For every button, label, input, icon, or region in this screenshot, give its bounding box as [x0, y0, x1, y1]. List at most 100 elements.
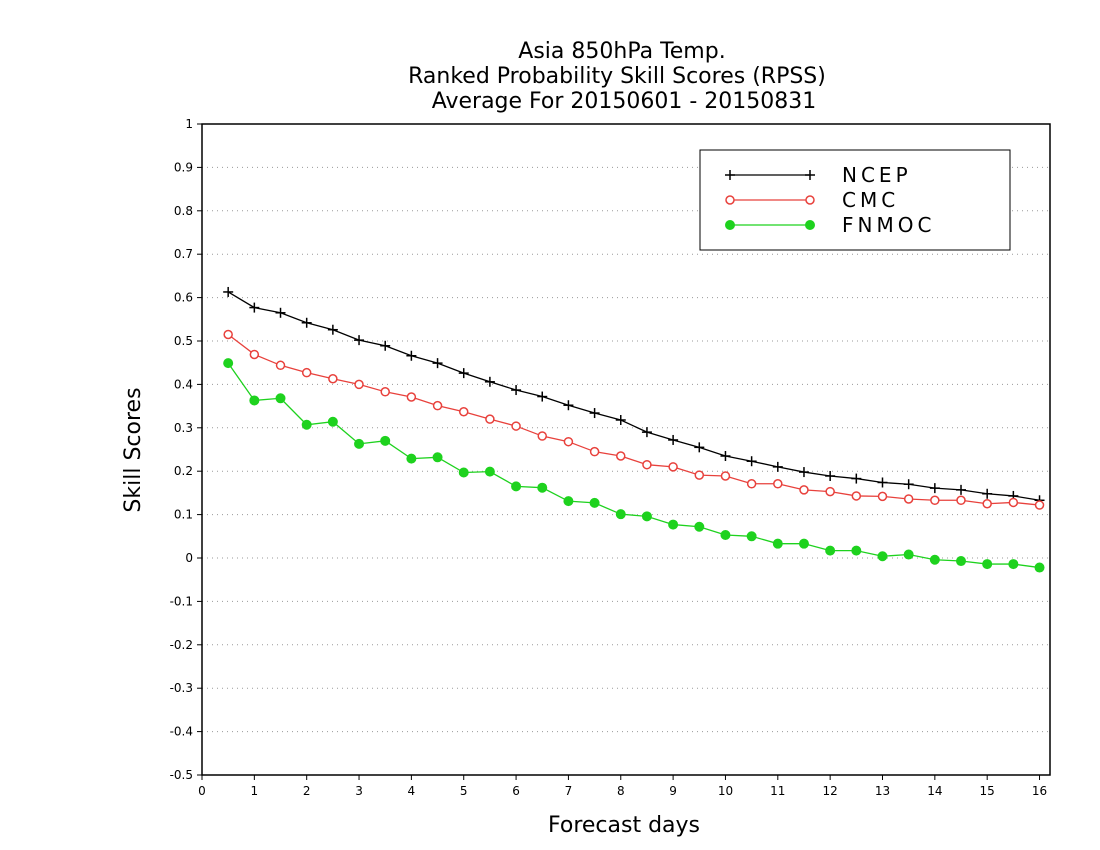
series-fnmoc	[223, 358, 1045, 573]
data-point	[327, 416, 338, 427]
data-point	[877, 551, 888, 562]
x-tick-label: 12	[823, 784, 838, 798]
x-tick-label: 3	[355, 784, 363, 798]
y-tick-label: 0.9	[174, 160, 193, 174]
data-point	[354, 438, 365, 449]
series-line	[227, 362, 1040, 569]
data-point	[223, 329, 233, 340]
data-point	[615, 414, 626, 425]
data-point	[275, 307, 286, 318]
x-tick-label: 2	[303, 784, 311, 798]
data-point	[301, 317, 312, 328]
data-point	[380, 387, 390, 397]
data-point	[694, 442, 705, 453]
data-point	[589, 446, 600, 457]
data-point	[616, 451, 626, 461]
data-point	[772, 538, 783, 549]
data-point	[484, 376, 495, 387]
data-point	[642, 459, 652, 470]
data-point	[805, 220, 815, 230]
gridlines	[202, 166, 1050, 733]
data-point	[537, 431, 547, 441]
y-tick-label: -0.3	[170, 681, 193, 695]
data-point	[249, 302, 260, 313]
data-point	[301, 367, 312, 378]
legend-item-cmc: CMC	[725, 188, 895, 212]
data-point	[275, 360, 286, 371]
x-tick-label: 15	[980, 784, 995, 798]
data-point	[799, 485, 809, 495]
data-point	[1008, 497, 1019, 508]
y-tick-label: -0.4	[170, 725, 193, 739]
y-tick-label: 0.3	[174, 421, 193, 435]
data-point	[537, 391, 548, 402]
data-point	[825, 486, 835, 497]
series-line	[227, 291, 1040, 501]
data-point	[956, 484, 967, 495]
chart-title-line-2: Ranked Probability Skill Scores (RPSS)	[408, 64, 826, 89]
data-point	[223, 358, 234, 369]
data-point	[511, 481, 522, 492]
data-point	[851, 473, 862, 484]
data-point	[982, 499, 992, 509]
data-point	[772, 461, 783, 472]
chart-title-line-1: Asia 850hPa Temp.	[518, 39, 725, 64]
x-tick-label: 4	[408, 784, 416, 798]
data-point	[641, 511, 652, 522]
data-point	[668, 462, 678, 472]
data-point	[720, 529, 731, 540]
x-tick-label: 11	[770, 784, 785, 798]
data-point	[406, 350, 417, 361]
x-tick-label: 0	[198, 784, 206, 798]
data-point	[275, 393, 286, 404]
data-point	[1008, 559, 1019, 570]
x-tick-label: 7	[565, 784, 573, 798]
chart-title-line-3: Average For 20150601 - 20150831	[432, 89, 817, 114]
data-point	[694, 470, 705, 480]
data-point	[825, 545, 836, 556]
data-point	[956, 556, 967, 567]
data-point	[903, 494, 914, 504]
data-point	[720, 451, 731, 462]
data-point	[380, 435, 391, 446]
data-point	[589, 408, 600, 419]
y-tick-label: -0.2	[170, 638, 193, 652]
data-point	[432, 452, 443, 463]
data-point	[458, 467, 469, 478]
data-point	[720, 471, 731, 481]
data-point	[511, 385, 522, 396]
data-point	[930, 495, 940, 506]
data-point	[458, 368, 469, 379]
x-axis-title: Forecast days	[548, 813, 700, 838]
data-point	[798, 538, 809, 549]
data-series	[223, 286, 1045, 573]
data-point	[668, 434, 679, 445]
data-point	[537, 482, 548, 493]
series-ncep	[223, 286, 1045, 506]
data-point	[485, 414, 495, 424]
series-line	[227, 333, 1040, 506]
y-tick-label: 0.1	[174, 508, 193, 522]
y-tick-label: 0.6	[174, 291, 193, 305]
data-point	[432, 400, 443, 411]
data-point	[798, 467, 809, 478]
y-tick-label: 0.8	[174, 204, 193, 218]
y-tick-label: 1	[185, 117, 193, 131]
data-point	[805, 195, 815, 205]
data-point	[851, 545, 862, 556]
legend-item-fnmoc: FNMOC	[725, 213, 931, 237]
data-point	[929, 554, 940, 565]
y-tick-label: 0.5	[174, 334, 193, 348]
y-tick-label: 0	[185, 551, 193, 565]
x-tick-label: 6	[512, 784, 520, 798]
data-point	[725, 195, 735, 205]
data-point	[929, 483, 940, 494]
data-point	[301, 419, 312, 430]
data-point	[877, 491, 888, 502]
data-point	[249, 395, 260, 406]
y-axis-title: Skill Scores	[121, 387, 146, 512]
data-point	[589, 497, 600, 508]
data-point	[668, 519, 679, 530]
data-point	[563, 436, 574, 447]
